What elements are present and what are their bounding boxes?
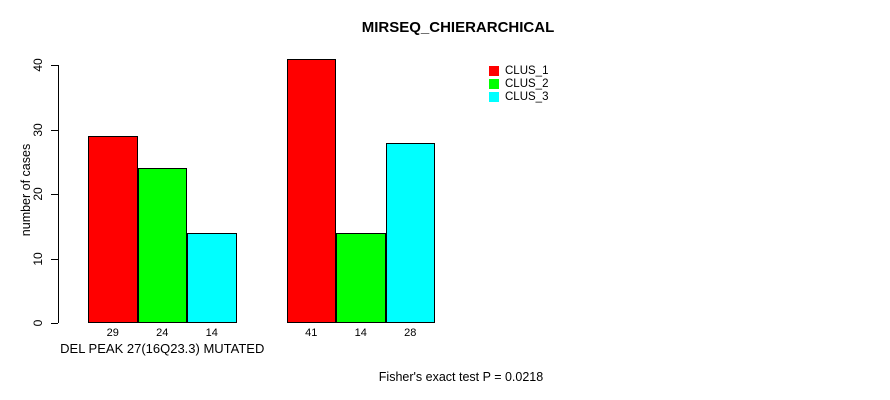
chart-title: MIRSEQ_CHIERARCHICAL xyxy=(361,19,555,36)
legend-label: CLUS_2 xyxy=(505,77,549,90)
stat-annotation: Fisher's exact test P = 0.0218 xyxy=(378,370,544,384)
bar-value-label: 14 xyxy=(205,327,218,339)
bar xyxy=(137,168,187,323)
legend-swatch xyxy=(489,78,499,89)
bar xyxy=(385,142,435,323)
y-axis-line xyxy=(58,65,59,323)
bar xyxy=(336,232,386,323)
legend-swatch xyxy=(489,91,499,102)
bar-value-label: 41 xyxy=(305,327,318,339)
y-tick xyxy=(51,65,58,67)
bar xyxy=(286,58,336,323)
legend: CLUS_1 CLUS_2 CLUS_3 xyxy=(489,64,548,103)
category-label: DEL PEAK 27(16Q23.3) MUTATED xyxy=(60,341,265,356)
y-tick xyxy=(51,258,58,260)
bar-value-label: 29 xyxy=(106,327,119,339)
legend-label: CLUS_3 xyxy=(505,90,549,103)
legend-item: CLUS_1 xyxy=(489,64,548,77)
legend-label: CLUS_1 xyxy=(505,64,549,77)
legend-item: CLUS_3 xyxy=(489,90,548,103)
bar-value-label: 24 xyxy=(156,327,169,339)
y-tick-label: 10 xyxy=(31,251,45,266)
bar-value-label: 28 xyxy=(404,327,417,339)
y-tick xyxy=(51,129,58,131)
bar xyxy=(88,136,138,323)
legend-swatch xyxy=(489,65,499,76)
bar-value-label: 14 xyxy=(354,327,367,339)
bar xyxy=(187,232,237,323)
y-tick-label: 20 xyxy=(31,187,45,201)
y-tick-label: 40 xyxy=(31,58,45,73)
legend-item: CLUS_2 xyxy=(489,77,548,90)
y-tick xyxy=(51,194,58,196)
y-tick xyxy=(51,323,58,324)
y-tick-label: 0 xyxy=(31,319,45,327)
y-tick-label: 30 xyxy=(31,123,45,137)
